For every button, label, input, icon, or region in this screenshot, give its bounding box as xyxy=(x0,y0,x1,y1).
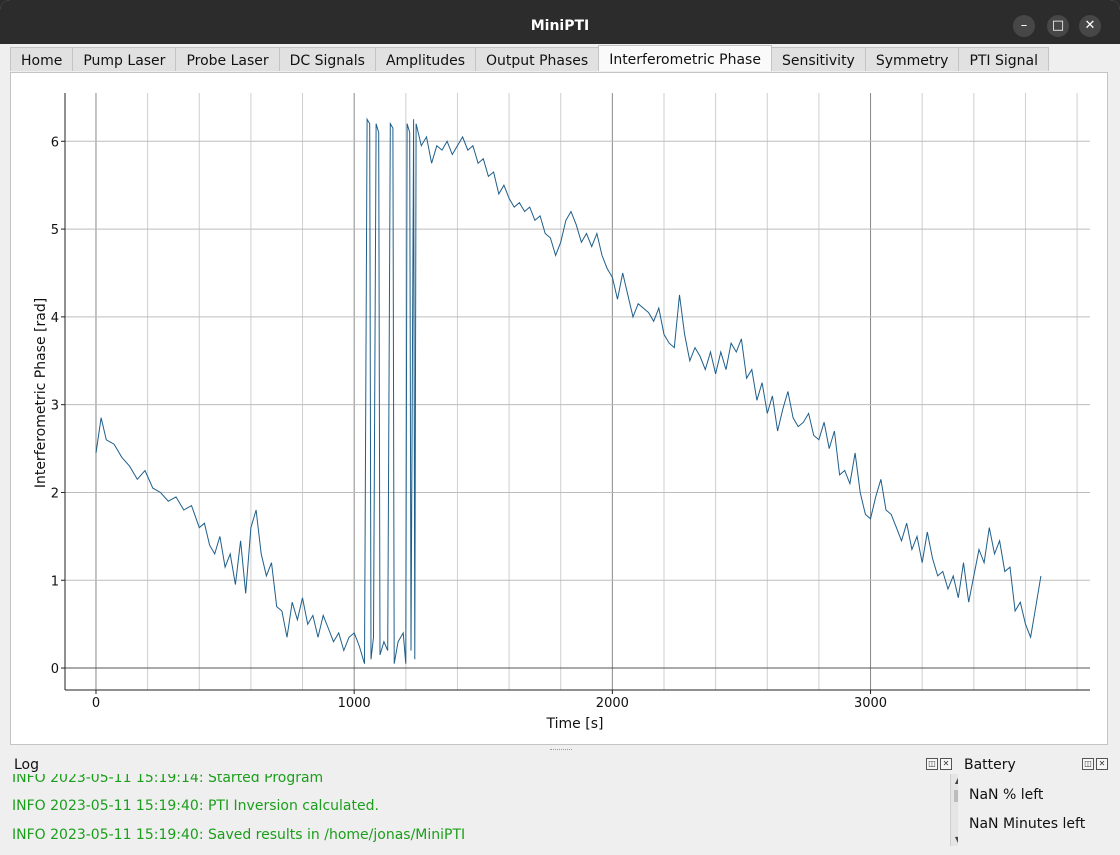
x-axis-label: Time [s] xyxy=(546,716,604,732)
window-title: MiniPTI xyxy=(530,18,590,34)
battery-title: Battery xyxy=(964,757,1016,773)
y-tick-label: 2 xyxy=(51,486,59,501)
y-axis-label: Interferometric Phase [rad] xyxy=(33,298,49,488)
log-dock: Log ◫ ✕ INFO 2023-05-11 15:19:14: Starte… xyxy=(10,752,965,852)
x-tick-label: 3000 xyxy=(854,696,887,711)
undock-icon[interactable]: ◫ xyxy=(1082,758,1094,770)
splitter-handle[interactable] xyxy=(550,749,572,753)
chart-axes xyxy=(64,93,1090,691)
close-icon[interactable]: ✕ xyxy=(940,758,952,770)
y-tick-label: 1 xyxy=(51,574,59,589)
close-icon[interactable]: ✕ xyxy=(1096,758,1108,770)
tab-bar: Home Pump Laser Probe Laser DC Signals A… xyxy=(10,45,1050,73)
chart-grid xyxy=(65,93,1090,690)
log-title: Log xyxy=(14,757,40,773)
tab-probe-laser[interactable]: Probe Laser xyxy=(175,47,280,71)
phase-series-line xyxy=(95,117,1042,664)
battery-dock-buttons: ◫ ✕ xyxy=(1082,758,1108,770)
x-tick-label: 2000 xyxy=(596,696,629,711)
tab-sensitivity[interactable]: Sensitivity xyxy=(770,47,866,71)
log-line: INFO 2023-05-11 15:19:40: PTI Inversion … xyxy=(12,798,379,814)
log-line: INFO 2023-05-11 15:19:40: Saved results … xyxy=(12,827,466,843)
minimize-button[interactable]: – xyxy=(1013,15,1035,37)
tab-pti-signal[interactable]: PTI Signal xyxy=(958,47,1050,71)
y-tick-label: 0 xyxy=(51,662,59,677)
tab-interferometric-phase[interactable]: Interferometric Phase xyxy=(598,45,772,71)
close-button[interactable]: ✕ xyxy=(1079,15,1101,37)
x-tick-label: 1000 xyxy=(338,696,371,711)
y-tick-label: 3 xyxy=(51,399,59,414)
tab-content: 0 1000 2000 3000 0 1 2 3 4 5 6 Time [s] Interferom… xyxy=(10,72,1108,745)
battery-percent: NaN % left xyxy=(969,787,1044,803)
log-dock-buttons: ◫ ✕ xyxy=(926,758,952,770)
log-line: INFO 2023-05-11 15:19:14: Started Progra… xyxy=(12,774,324,786)
tab-dc-signals[interactable]: DC Signals xyxy=(278,47,376,71)
tab-amplitudes[interactable]: Amplitudes xyxy=(374,47,476,71)
title-bar[interactable]: MiniPTI – □ ✕ xyxy=(0,0,1120,44)
tab-symmetry[interactable]: Symmetry xyxy=(864,47,960,71)
y-tick-label: 6 xyxy=(51,135,59,150)
y-tick-label: 5 xyxy=(51,223,59,238)
x-tick-label: 0 xyxy=(92,696,100,711)
undock-icon[interactable]: ◫ xyxy=(926,758,938,770)
chart-ticks: 0 1000 2000 3000 0 1 2 3 4 5 6 xyxy=(51,135,887,711)
battery-minutes: NaN Minutes left xyxy=(969,816,1086,832)
tab-pump-laser[interactable]: Pump Laser xyxy=(72,47,177,71)
y-tick-label: 4 xyxy=(51,311,59,326)
interferometric-phase-chart[interactable]: 0 1000 2000 3000 0 1 2 3 4 5 6 Time [s] Interferom… xyxy=(11,73,1107,744)
battery-dock: Battery ◫ ✕ NaN % left NaN Minutes left xyxy=(958,752,1110,852)
tab-output-phases[interactable]: Output Phases xyxy=(475,47,600,71)
log-list[interactable]: INFO 2023-05-11 15:19:14: Started Progra… xyxy=(10,774,950,846)
maximize-button[interactable]: □ xyxy=(1047,15,1069,37)
tab-home[interactable]: Home xyxy=(10,47,74,71)
